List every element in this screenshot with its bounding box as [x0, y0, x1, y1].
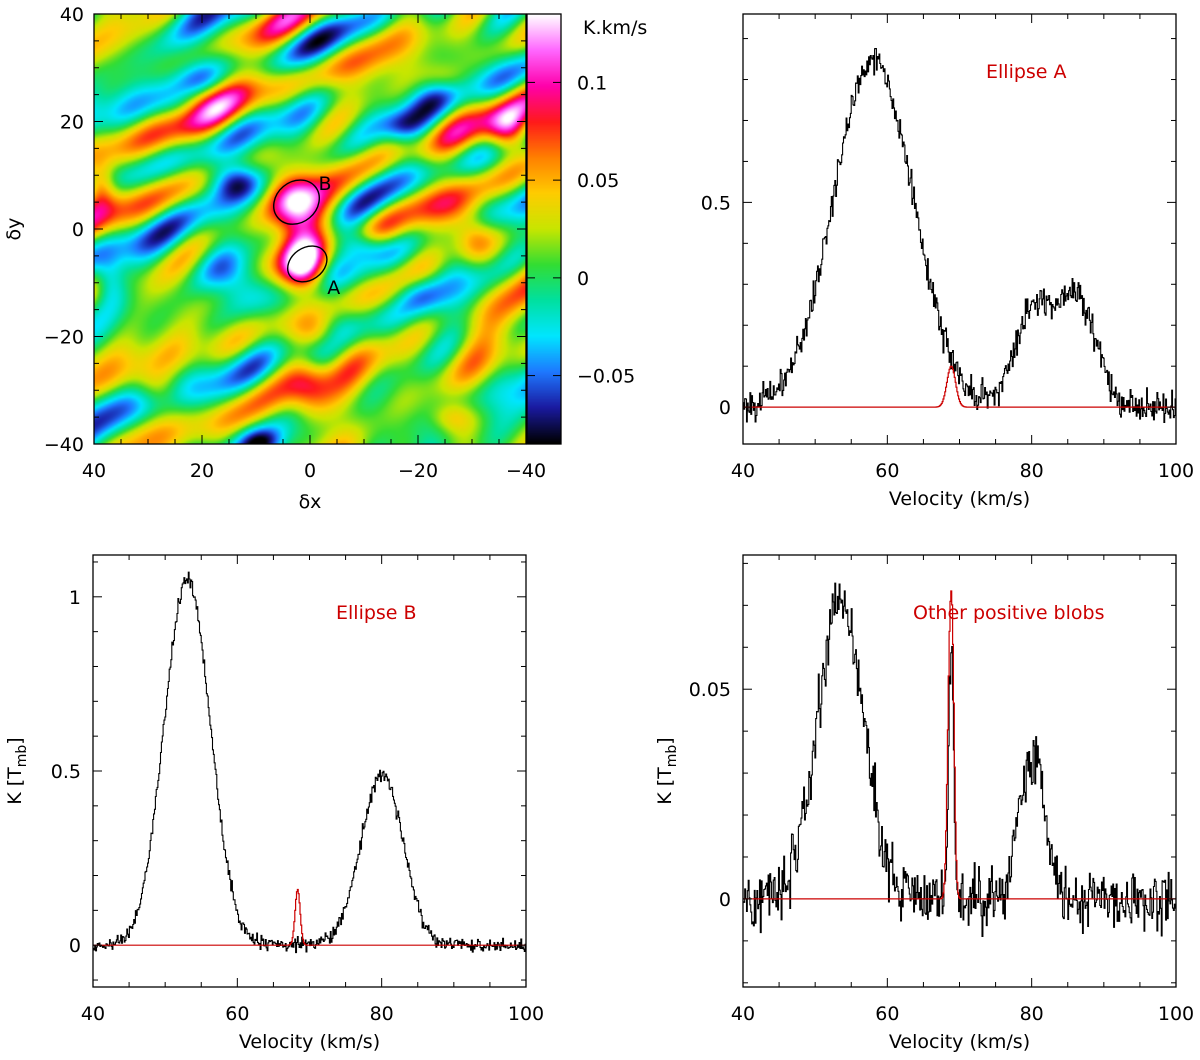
panel-title: Other positive blobs: [913, 602, 1104, 624]
map-y-tick-label: −40: [44, 434, 84, 456]
x-axis-label: Velocity (km/s): [239, 1031, 380, 1053]
plot-frame: [92, 554, 527, 988]
y-tick-label: 1: [69, 587, 81, 609]
spectrum-line: [93, 571, 526, 954]
map-y-tick-label: 0: [72, 219, 84, 241]
colorbar-ticks: −0.05 0 0.05 0.1: [527, 72, 635, 388]
x-tick-label: 40: [731, 460, 755, 482]
spectrum-line: [743, 47, 1176, 424]
colorbar-tick-label: 0.05: [577, 170, 619, 192]
y-tick-label: 0.05: [689, 679, 731, 701]
x-tick-label: 60: [225, 1003, 249, 1025]
map-y-tick-label: −20: [44, 327, 84, 349]
map-x-label: δx: [299, 491, 322, 513]
spectrum-panel-other-blobs: 40 60 80 100 0 0.05 Velocity (km/s) K [Tmb] Othe…: [654, 554, 1194, 1053]
map-y-label: δy: [3, 218, 25, 241]
x-axis-label: Velocity (km/s): [889, 488, 1030, 510]
colorbar-tick-label: 0: [577, 268, 589, 290]
map-x-tick-label: −20: [398, 460, 438, 482]
map-x-tick-label: 0: [304, 460, 316, 482]
colorbar-tick-label: −0.05: [577, 366, 635, 388]
x-tick-label: 60: [875, 1003, 899, 1025]
x-tick-label: 40: [731, 1003, 755, 1025]
spectrum-panel-ellipse-a: 40 60 80 100 0 0.5 Velocity (km/s) Ellipse A: [701, 13, 1194, 510]
y-tick-label: 0: [719, 397, 731, 419]
map-x-tick-label: 40: [82, 460, 106, 482]
colorbar-frame: [526, 13, 562, 445]
region-label-a: A: [327, 277, 340, 299]
panel-title: Ellipse A: [986, 61, 1067, 83]
x-tick-label: 80: [1020, 1003, 1044, 1025]
fit-line: [93, 888, 526, 946]
region-label-b: B: [319, 173, 332, 195]
map-y-tick-label: 40: [60, 4, 84, 26]
spectrum-panel-ellipse-b: 40 60 80 100 0 0.5 1 Velocity (km/s) K [Tmb] Elli…: [4, 554, 544, 1053]
x-tick-label: 80: [370, 1003, 394, 1025]
x-tick-label: 60: [875, 460, 899, 482]
x-tick-label: 80: [1020, 460, 1044, 482]
map-y-tick-label: 20: [60, 112, 84, 134]
x-tick-label: 40: [81, 1003, 105, 1025]
y-tick-label: 0.5: [51, 761, 81, 783]
colorbar-unit: K.km/s: [583, 17, 647, 39]
map-image: [94, 14, 526, 444]
map-ticks: 40 20 0 −20 −40 −40 −20 0 20 40: [44, 4, 546, 482]
map-x-tick-label: −40: [506, 460, 546, 482]
colorbar: [527, 14, 561, 444]
y-axis-label: K [Tmb]: [4, 737, 30, 804]
y-tick-label: 0.5: [701, 192, 731, 214]
colorbar-tick-label: 0.1: [577, 72, 607, 94]
y-tick-label: 0: [719, 889, 731, 911]
map-regions: BA: [273, 173, 340, 299]
x-axis-label: Velocity (km/s): [889, 1031, 1030, 1053]
map-x-tick-label: 20: [190, 460, 214, 482]
panel-title: Ellipse B: [336, 602, 417, 624]
fit-line: [743, 365, 1176, 408]
y-tick-label: 0: [69, 935, 81, 957]
y-axis-label: K [Tmb]: [654, 737, 680, 804]
spectrum-line: [743, 582, 1176, 938]
x-tick-label: 100: [508, 1003, 544, 1025]
region-ellipse-b: [273, 179, 320, 225]
x-tick-label: 100: [1158, 1003, 1194, 1025]
region-ellipse-a: [287, 245, 328, 283]
x-tick-label: 100: [1158, 460, 1194, 482]
fit-line: [743, 590, 1176, 900]
